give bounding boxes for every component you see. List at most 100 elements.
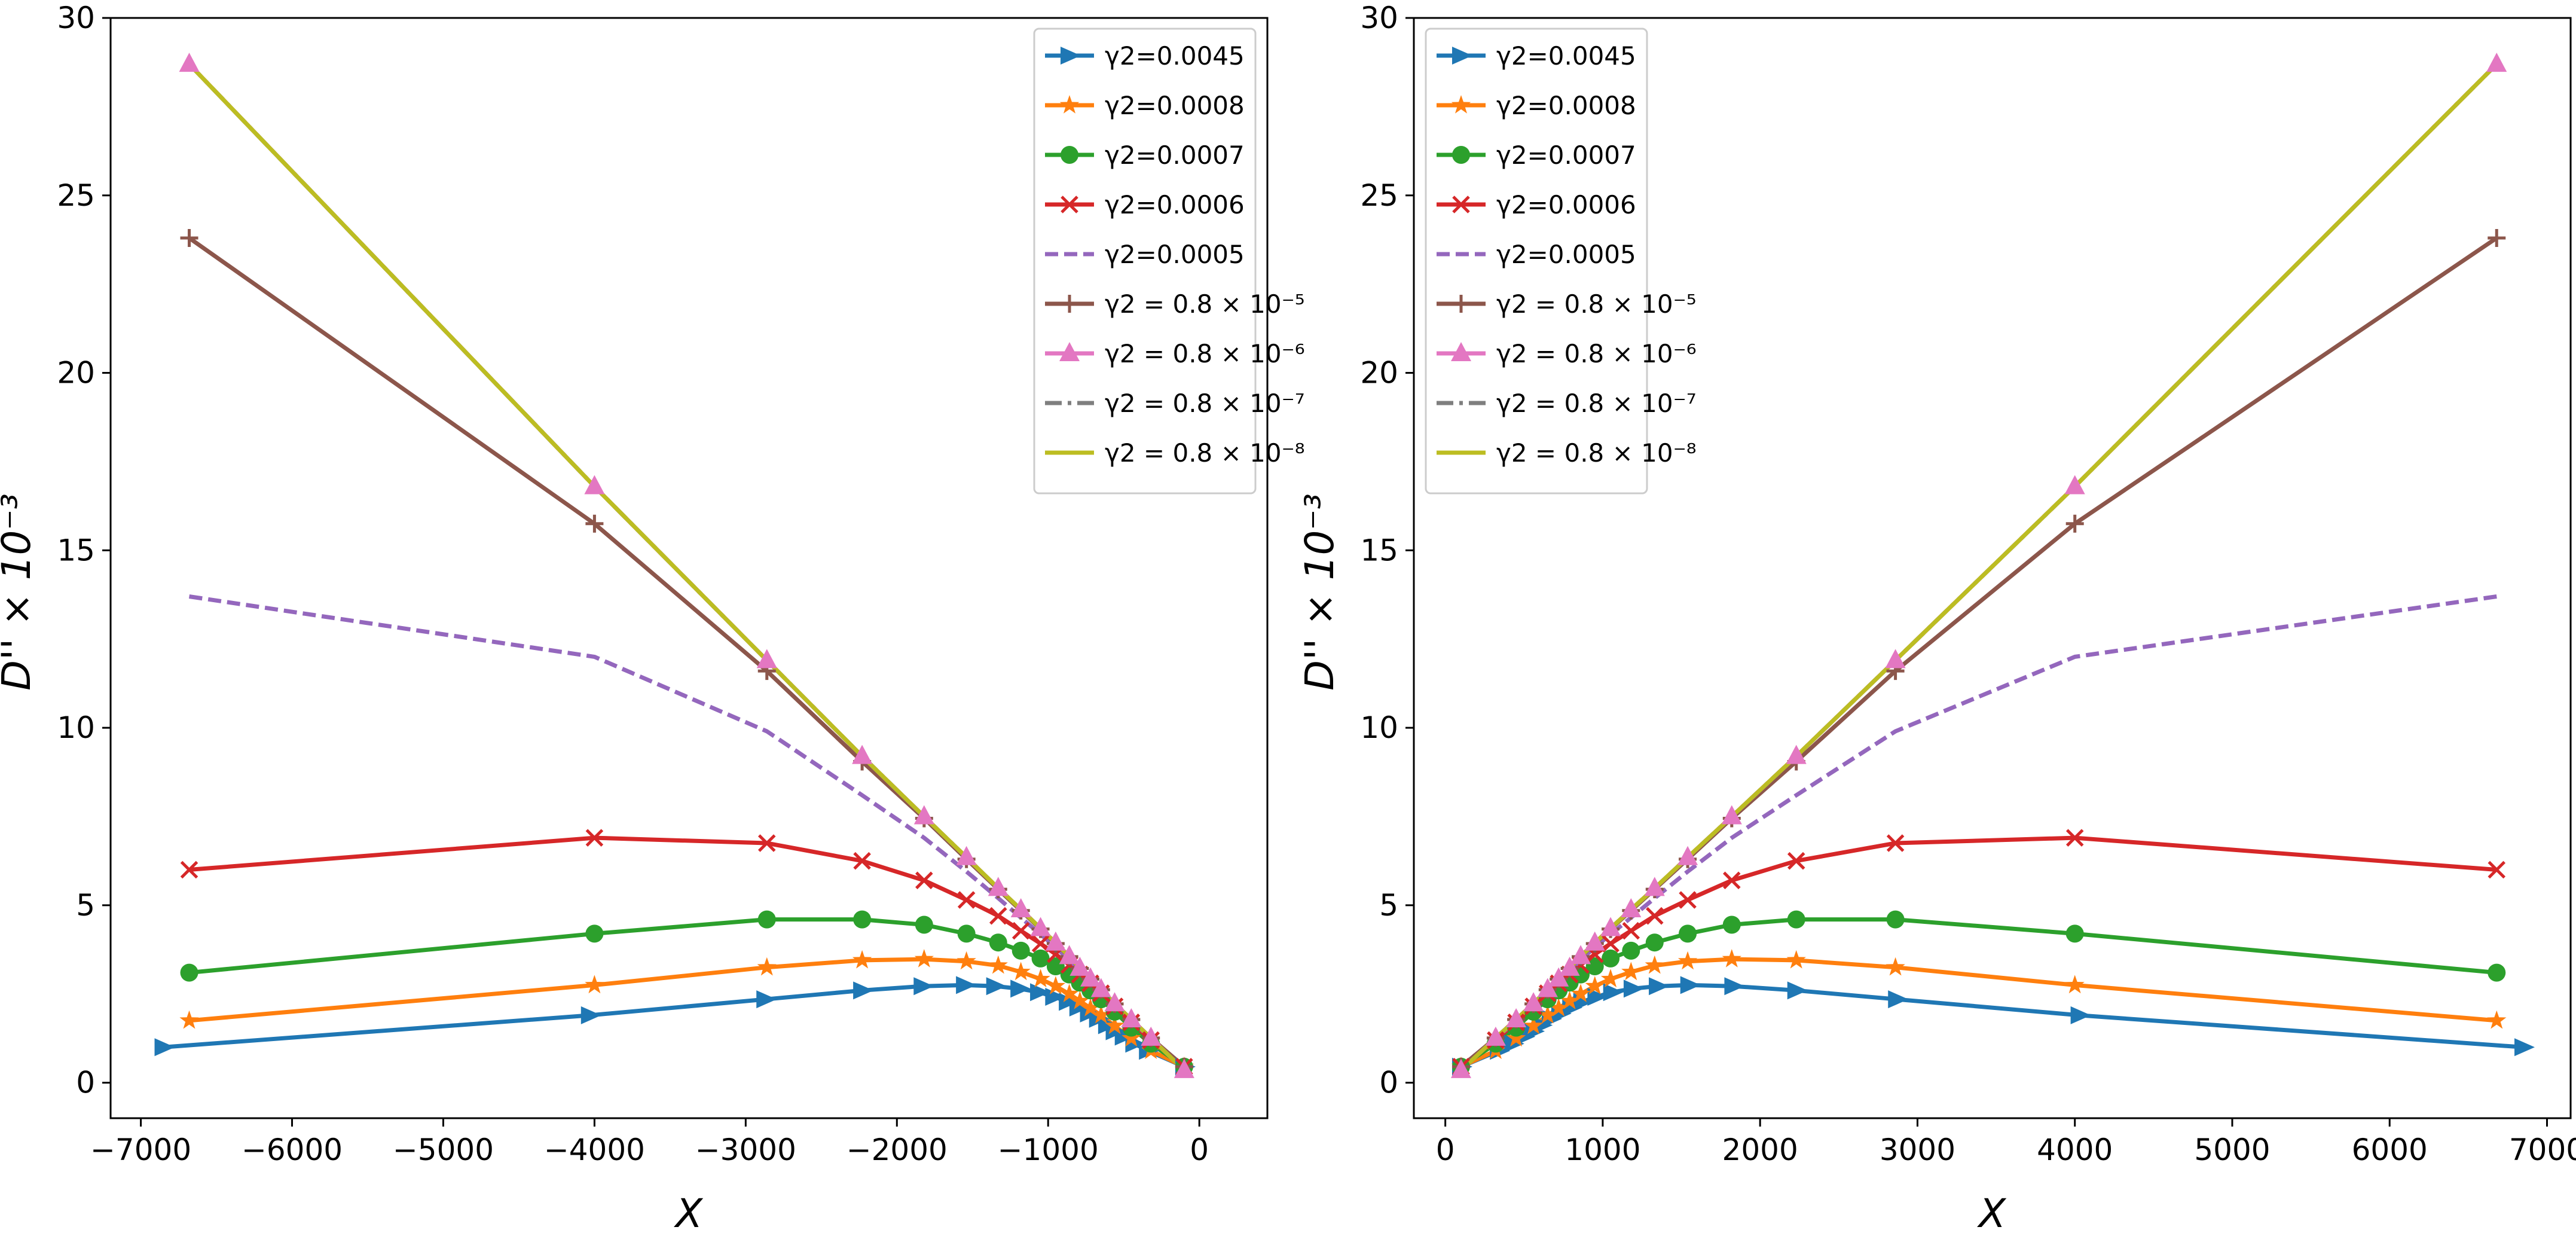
y-tick-label: 5 [1379,888,1398,923]
data-point [1104,992,1125,1012]
legend-label: γ2 = 0.8 × 10⁻⁶ [1105,339,1305,368]
data-point [1570,984,1591,1002]
data-point [1621,898,1642,917]
data-point [853,981,874,1000]
data-point [757,834,776,852]
data-point [1722,949,1741,968]
data-point [1600,969,1621,988]
data-point [956,846,977,865]
data-point [1679,924,1697,943]
data-point [2486,53,2507,72]
legend-label: γ2=0.0008 [1496,91,1636,120]
x-tick-label: −5000 [393,1133,494,1167]
right-panel: 0 1000 2000 3000 4000 5000 6000 7000 0 5 10 15 20 25 3… [1297,1,2576,1236]
data-point [179,1010,199,1029]
data-point [180,963,198,982]
data-point [915,871,933,890]
x-tick-label: 1000 [1564,1133,1640,1167]
x-axis-label: X [1977,1191,2007,1236]
data-point [2488,963,2506,982]
data-point [1585,957,1604,975]
data-point [1603,983,1624,1002]
data-point [1069,998,1090,1017]
x-tick-label: −4000 [544,1133,645,1167]
x-tick-label: 0 [1436,1133,1455,1167]
data-point [1010,979,1031,998]
x-tick-label: −2000 [847,1133,948,1167]
data-point [180,860,198,879]
legend-box [1425,28,1648,495]
data-point [2065,829,2084,847]
data-point [1031,935,1050,953]
legend-label: γ2 = 0.8 × 10⁻⁸ [1105,438,1305,468]
y-tick-label: 20 [57,356,95,390]
data-point [1787,910,1805,929]
legend-swatch-marker [1452,47,1472,65]
data-point [154,1038,175,1057]
data-point [1031,949,1050,968]
y-axis-label: D'' × 10⁻³ [1297,493,1343,691]
data-point [913,977,934,996]
data-point [1600,917,1621,936]
y-axis-label: D'' × 10⁻³ [0,493,39,691]
legend-swatch-marker [1451,95,1471,114]
data-point [1070,991,1090,1009]
data-point [585,975,604,994]
data-point [584,475,605,495]
data-point [956,976,977,994]
x-tick-label: 0 [1190,1133,1209,1167]
x-tick-label: −6000 [242,1133,343,1167]
legend-label: γ2=0.0006 [1105,190,1245,219]
series-markers-6 [179,53,1194,1078]
data-point [1080,967,1101,987]
data-point [1523,1015,1544,1034]
data-point [1584,931,1605,951]
data-point [1644,877,1665,896]
plot-area [1450,53,2535,1078]
data-point [1560,991,1579,1009]
data-point [1645,955,1664,974]
series-line-1 [189,957,1185,1069]
y-tick-label: 5 [76,888,95,923]
data-point [1012,921,1030,940]
data-point [1046,957,1065,975]
data-point [1621,962,1641,981]
legend-swatch-marker [1059,342,1080,361]
data-point [1080,998,1101,1017]
data-point [957,951,976,970]
data-point [988,877,1009,896]
data-point [585,514,604,533]
data-point [1523,992,1544,1012]
data-point [957,924,976,943]
data-point [957,891,976,909]
series-markers-1 [1451,949,2507,1075]
x-tick-label: 6000 [2352,1133,2428,1167]
series-markers-1 [179,949,1194,1075]
data-point [1069,956,1090,976]
data-point [1141,1026,1162,1046]
legend-label: γ2 = 0.8 × 10⁻⁵ [1105,289,1305,319]
legend-label: γ2=0.0045 [1105,41,1245,71]
data-point [1105,1015,1124,1034]
data-point [1121,1008,1142,1027]
data-point [1548,967,1569,987]
x-tick-label: 3000 [1880,1133,1955,1167]
legend-label: γ2=0.0006 [1496,190,1636,219]
x-tick-label: 2000 [1722,1133,1798,1167]
data-point [180,229,198,247]
x-axis-label: X [674,1191,704,1236]
x-tick-label: −3000 [695,1133,796,1167]
y-tick-label: 25 [57,178,95,213]
data-point [1786,744,1807,764]
data-point [1724,977,1745,996]
series-markers-6 [1450,53,2507,1078]
legend-label: γ2 = 0.8 × 10⁻⁷ [1105,389,1305,418]
data-point [1886,957,1905,976]
legend-label: γ2 = 0.8 × 10⁻⁸ [1496,438,1697,468]
data-point [1680,976,1701,994]
y-tick-label: 15 [1360,533,1398,567]
legend-label: γ2 = 0.8 × 10⁻⁵ [1496,289,1697,319]
data-point [1046,976,1066,994]
y-tick-label: 30 [57,1,95,35]
